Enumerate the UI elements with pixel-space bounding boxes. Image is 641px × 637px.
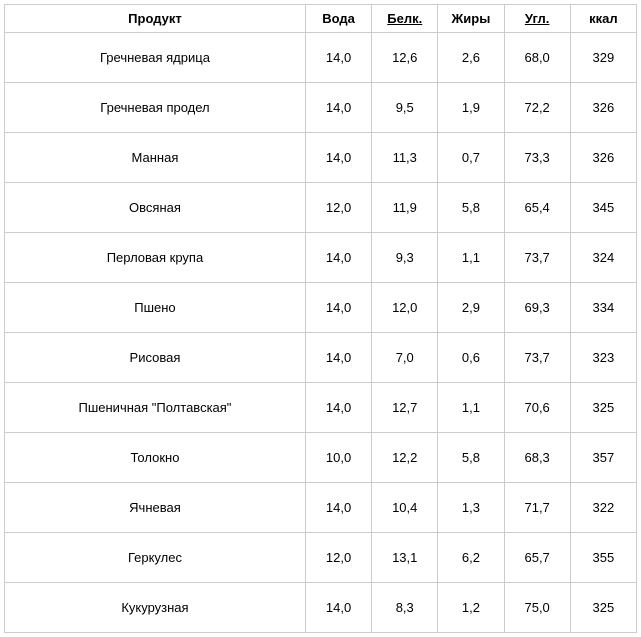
cell-water: 14,0 [305,33,371,83]
table-row: Перловая крупа 14,0 9,3 1,1 73,7 324 [5,233,637,283]
cell-protein: 13,1 [372,533,438,583]
cell-protein: 10,4 [372,483,438,533]
cell-carbs: 68,3 [504,433,570,483]
cell-kcal: 355 [570,533,636,583]
cell-fat: 6,2 [438,533,504,583]
cell-product: Рисовая [5,333,306,383]
cell-kcal: 326 [570,133,636,183]
cell-water: 14,0 [305,483,371,533]
cell-product: Геркулес [5,533,306,583]
cell-carbs: 75,0 [504,583,570,633]
cell-carbs: 71,7 [504,483,570,533]
carbs-header-link[interactable]: Угл. [525,11,550,26]
cell-carbs: 69,3 [504,283,570,333]
nutrition-table: Продукт Вода Белк. Жиры Угл. ккал Гречне… [4,4,637,633]
cell-fat: 0,7 [438,133,504,183]
cell-fat: 5,8 [438,433,504,483]
cell-fat: 1,1 [438,383,504,433]
cell-protein: 12,6 [372,33,438,83]
cell-kcal: 323 [570,333,636,383]
cell-kcal: 325 [570,583,636,633]
cell-water: 12,0 [305,533,371,583]
cell-fat: 1,2 [438,583,504,633]
table-row: Ячневая 14,0 10,4 1,3 71,7 322 [5,483,637,533]
cell-protein: 12,0 [372,283,438,333]
cell-product: Пшено [5,283,306,333]
cell-carbs: 65,4 [504,183,570,233]
cell-protein: 9,3 [372,233,438,283]
cell-water: 12,0 [305,183,371,233]
cell-protein: 12,2 [372,433,438,483]
cell-carbs: 73,7 [504,333,570,383]
cell-kcal: 357 [570,433,636,483]
col-header-water: Вода [305,5,371,33]
table-row: Пшеничная "Полтавская" 14,0 12,7 1,1 70,… [5,383,637,433]
cell-protein: 11,9 [372,183,438,233]
cell-water: 14,0 [305,333,371,383]
cell-water: 14,0 [305,133,371,183]
table-row: Рисовая 14,0 7,0 0,6 73,7 323 [5,333,637,383]
cell-carbs: 73,7 [504,233,570,283]
cell-fat: 5,8 [438,183,504,233]
cell-kcal: 345 [570,183,636,233]
cell-protein: 7,0 [372,333,438,383]
table-row: Гречневая ядрица 14,0 12,6 2,6 68,0 329 [5,33,637,83]
col-header-product: Продукт [5,5,306,33]
cell-protein: 9,5 [372,83,438,133]
cell-carbs: 70,6 [504,383,570,433]
col-header-fat: Жиры [438,5,504,33]
cell-product: Овсяная [5,183,306,233]
table-row: Пшено 14,0 12,0 2,9 69,3 334 [5,283,637,333]
cell-product: Гречневая продел [5,83,306,133]
cell-fat: 2,6 [438,33,504,83]
cell-carbs: 65,7 [504,533,570,583]
cell-water: 14,0 [305,233,371,283]
cell-water: 14,0 [305,583,371,633]
cell-product: Пшеничная "Полтавская" [5,383,306,433]
cell-carbs: 73,3 [504,133,570,183]
table-row: Гречневая продел 14,0 9,5 1,9 72,2 326 [5,83,637,133]
cell-protein: 11,3 [372,133,438,183]
cell-product: Кукурузная [5,583,306,633]
table-header-row: Продукт Вода Белк. Жиры Угл. ккал [5,5,637,33]
cell-kcal: 334 [570,283,636,333]
cell-kcal: 326 [570,83,636,133]
cell-protein: 12,7 [372,383,438,433]
cell-fat: 1,3 [438,483,504,533]
cell-fat: 2,9 [438,283,504,333]
cell-kcal: 324 [570,233,636,283]
cell-carbs: 72,2 [504,83,570,133]
cell-fat: 1,1 [438,233,504,283]
cell-fat: 1,9 [438,83,504,133]
table-row: Овсяная 12,0 11,9 5,8 65,4 345 [5,183,637,233]
cell-product: Перловая крупа [5,233,306,283]
cell-water: 14,0 [305,283,371,333]
col-header-kcal: ккал [570,5,636,33]
table-row: Манная 14,0 11,3 0,7 73,3 326 [5,133,637,183]
cell-protein: 8,3 [372,583,438,633]
table-row: Геркулес 12,0 13,1 6,2 65,7 355 [5,533,637,583]
cell-carbs: 68,0 [504,33,570,83]
cell-product: Манная [5,133,306,183]
cell-kcal: 329 [570,33,636,83]
cell-product: Толокно [5,433,306,483]
cell-kcal: 325 [570,383,636,433]
table-row: Кукурузная 14,0 8,3 1,2 75,0 325 [5,583,637,633]
col-header-protein: Белк. [372,5,438,33]
cell-product: Ячневая [5,483,306,533]
cell-water: 14,0 [305,83,371,133]
table-row: Толокно 10,0 12,2 5,8 68,3 357 [5,433,637,483]
cell-water: 10,0 [305,433,371,483]
protein-header-link[interactable]: Белк. [387,11,422,26]
table-body: Гречневая ядрица 14,0 12,6 2,6 68,0 329 … [5,33,637,633]
cell-kcal: 322 [570,483,636,533]
cell-water: 14,0 [305,383,371,433]
col-header-carbs: Угл. [504,5,570,33]
cell-fat: 0,6 [438,333,504,383]
cell-product: Гречневая ядрица [5,33,306,83]
